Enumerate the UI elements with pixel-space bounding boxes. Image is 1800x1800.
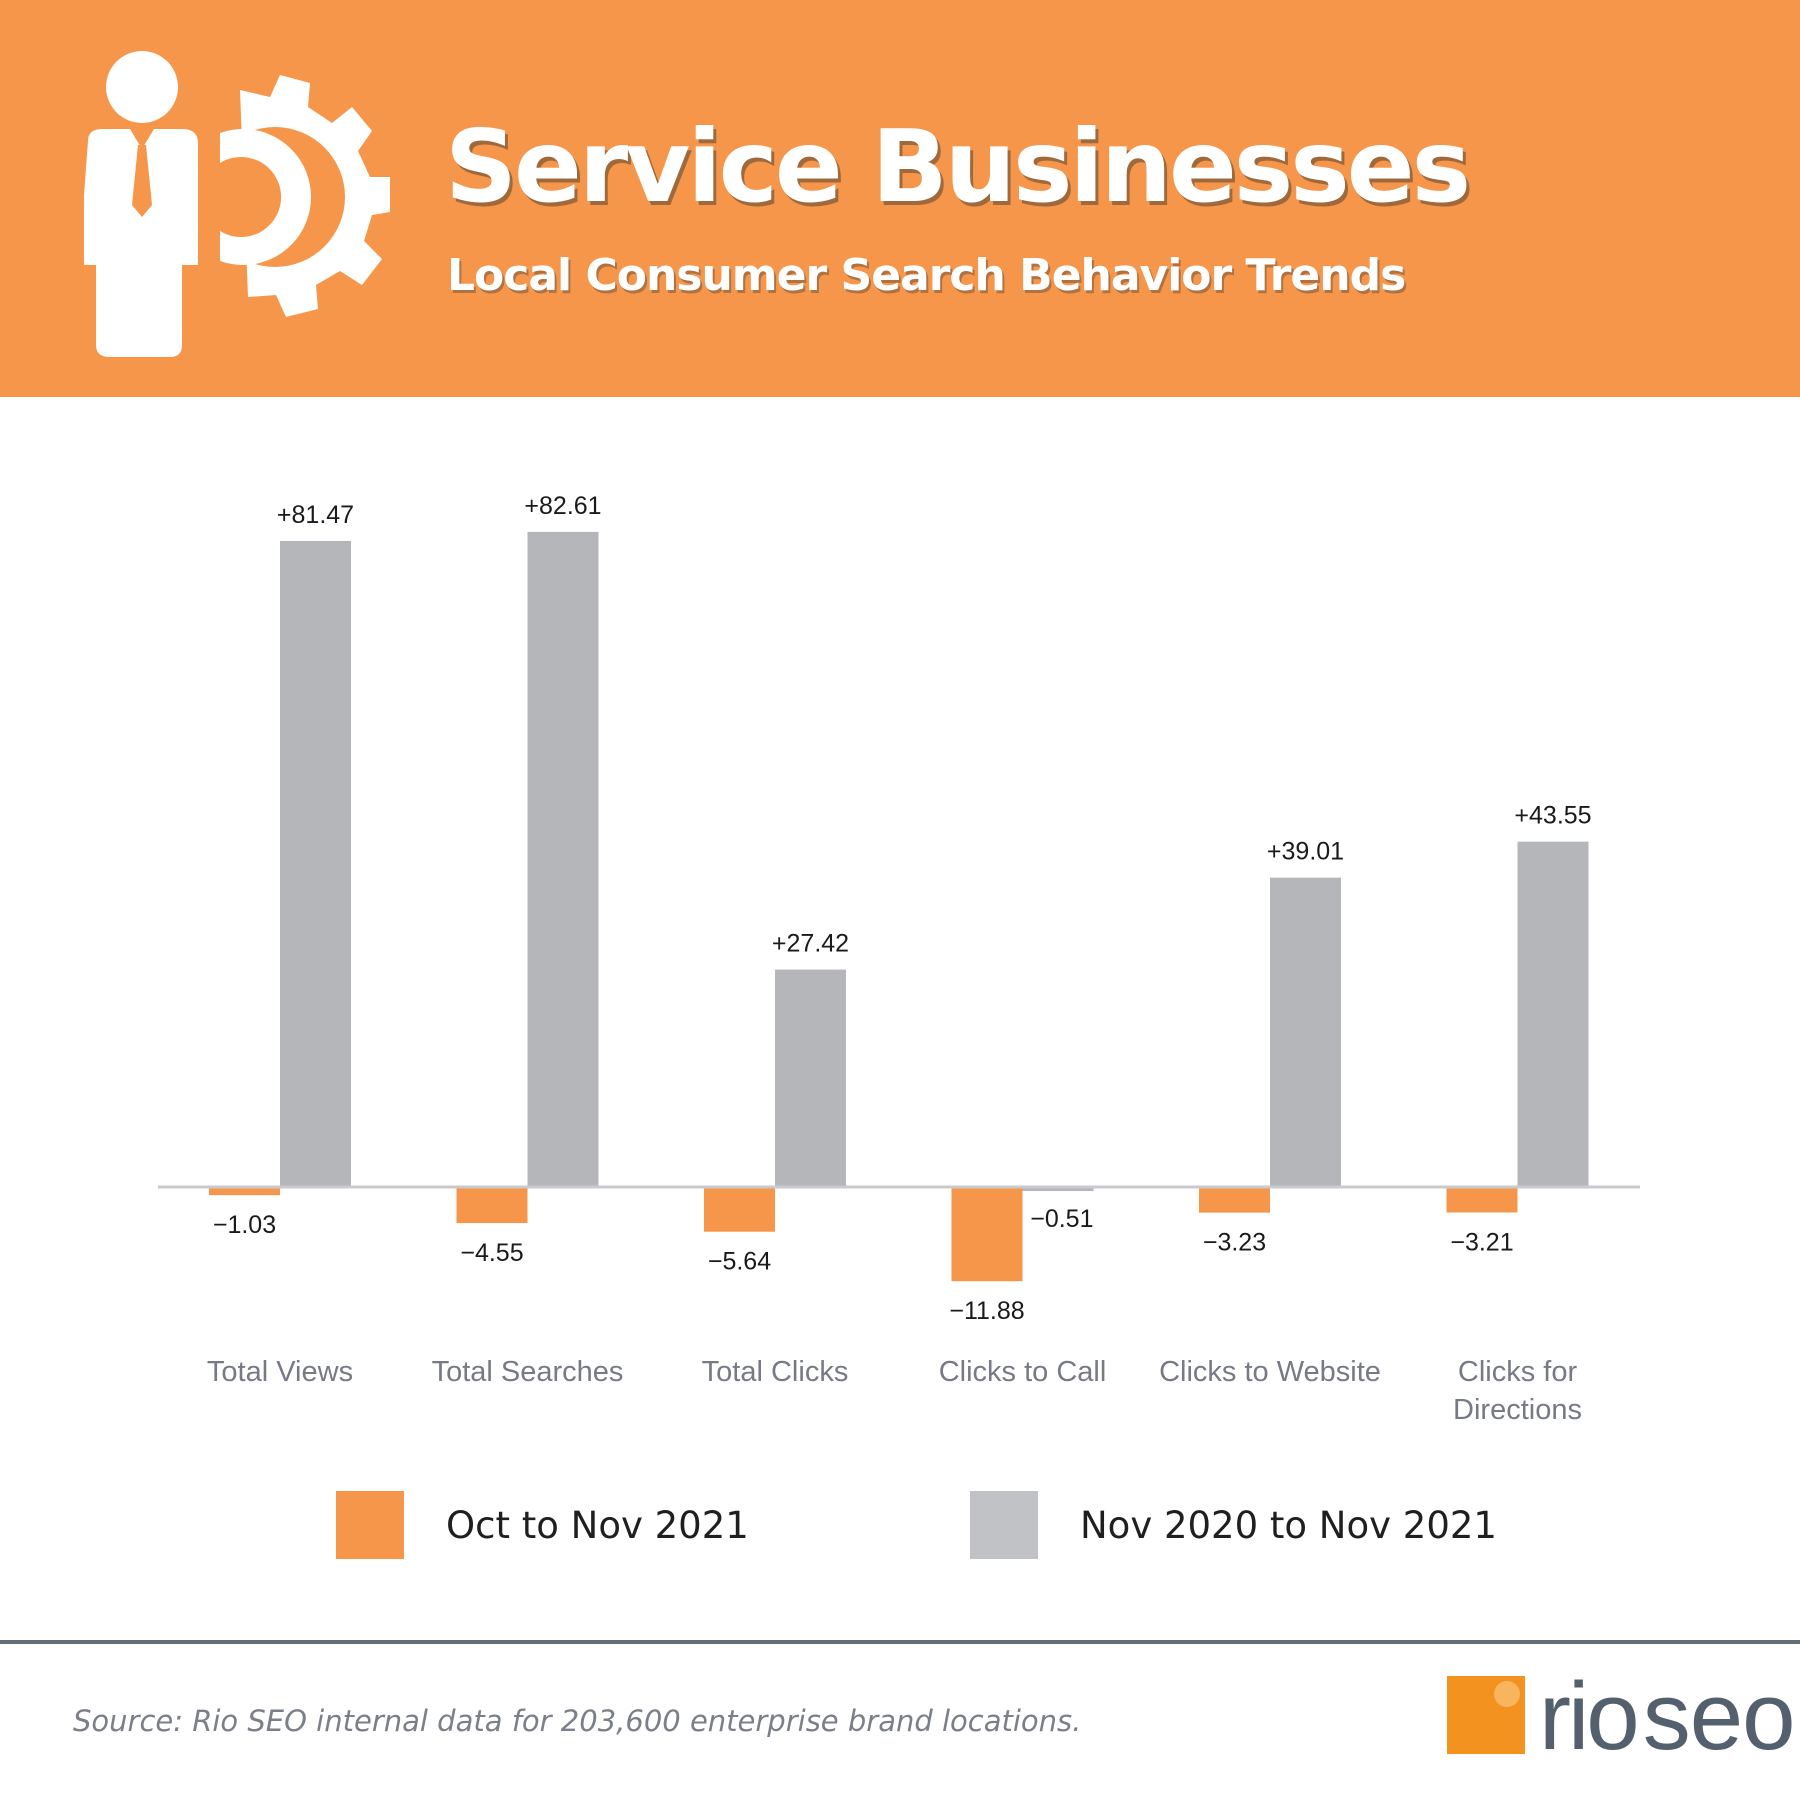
data-label: −4.55: [460, 1239, 523, 1267]
header-banner: Service Businesses Local Consumer Search…: [0, 0, 1800, 397]
bar-oct-nov-2021: [1199, 1187, 1270, 1213]
legend-item-series1: Oct to Nov 2021: [336, 1490, 749, 1560]
x-tick-label: Directions: [1453, 1394, 1582, 1426]
logo-square-icon: [1447, 1676, 1525, 1754]
x-tick-label: Total Clicks: [702, 1356, 849, 1388]
data-label: −5.64: [708, 1248, 771, 1276]
x-tick-label: Clicks to Call: [939, 1356, 1107, 1388]
logo-wordmark: rioseo: [1539, 1662, 1796, 1772]
x-tick-label: Total Searches: [432, 1356, 624, 1388]
footer-divider: [0, 1640, 1800, 1644]
x-tick-label: Total Views: [207, 1356, 353, 1388]
data-label: −0.51: [1030, 1205, 1093, 1233]
logo-rio: rio: [1539, 1663, 1640, 1770]
data-label: −3.23: [1203, 1229, 1266, 1257]
page-title: Service Businesses: [445, 108, 1471, 225]
x-tick-label: Clicks to Website: [1159, 1356, 1381, 1388]
bar-oct-nov-2021: [209, 1187, 280, 1196]
data-label: −11.88: [949, 1297, 1024, 1325]
bar-oct-nov-2021: [951, 1187, 1023, 1282]
bar-oct-nov-2021: [456, 1187, 528, 1224]
bar-nov-2020-nov-2021: [775, 969, 846, 1187]
bar-oct-nov-2021: [704, 1187, 775, 1232]
rioseo-logo: rioseo: [1447, 1663, 1795, 1770]
data-label: −3.21: [1450, 1228, 1513, 1256]
data-label: +43.55: [1514, 802, 1591, 830]
data-label: +81.47: [277, 501, 354, 529]
legend-item-series2: Nov 2020 to Nov 2021: [970, 1490, 1497, 1560]
logo-seo: seo: [1642, 1663, 1796, 1770]
source-note: Source: Rio SEO internal data for 203,60…: [73, 1704, 1082, 1738]
data-label: +82.61: [524, 492, 601, 520]
legend-swatch-gray: [970, 1491, 1038, 1559]
page-subtitle: Local Consumer Search Behavior Trends: [447, 250, 1406, 301]
bar-nov-2020-nov-2021: [1270, 877, 1341, 1187]
x-tick-label: Clicks for: [1458, 1356, 1578, 1388]
bar-nov-2020-nov-2021: [1517, 841, 1589, 1187]
data-label: +39.01: [1267, 838, 1344, 866]
data-label: −1.03: [213, 1211, 276, 1239]
bar-nov-2020-nov-2021: [1022, 1187, 1094, 1192]
data-label: +27.42: [772, 930, 849, 958]
legend-label: Oct to Nov 2021: [446, 1503, 749, 1547]
bar-chart: −1.03 +81.47 Total Views −4.55 +82.61 Total S…: [158, 492, 1640, 1426]
bar-nov-2020-nov-2021: [527, 531, 599, 1187]
legend-swatch-orange: [336, 1491, 404, 1559]
bar-nov-2020-nov-2021: [280, 540, 351, 1187]
businessman-gear-icon: [84, 51, 390, 357]
bar-oct-nov-2021: [1446, 1187, 1518, 1213]
legend-label: Nov 2020 to Nov 2021: [1080, 1503, 1497, 1547]
